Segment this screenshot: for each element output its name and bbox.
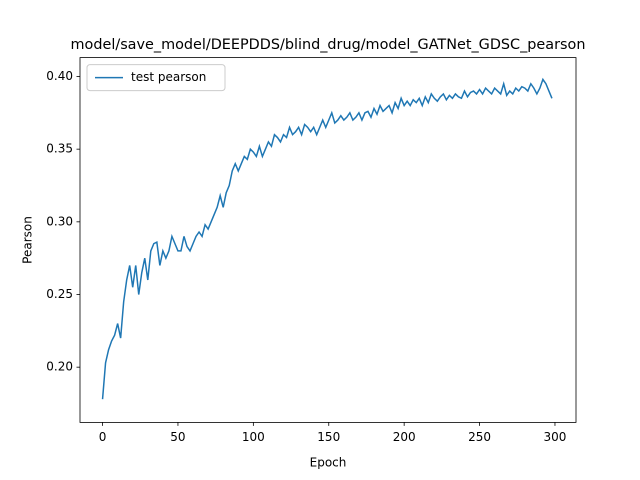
x-tick-label: 100	[242, 430, 265, 444]
y-tick-label: 0.20	[46, 360, 73, 374]
x-tick-label: 50	[170, 430, 185, 444]
y-tick-label: 0.35	[46, 142, 73, 156]
x-axis-label: Epoch	[310, 456, 347, 470]
y-tick-label: 0.40	[46, 69, 73, 83]
data-line	[101, 77, 553, 400]
y-tick-label: 0.25	[46, 287, 73, 301]
y-axis-label: Pearson	[21, 216, 35, 264]
plot-frame	[79, 57, 577, 423]
x-tick-label: 300	[544, 430, 567, 444]
x-tick-label: 200	[393, 430, 416, 444]
legend-label: test pearson	[131, 70, 206, 84]
x-tick-label: 150	[317, 430, 340, 444]
legend-box	[86, 64, 226, 92]
chart-title: model/save_model/DEEPDDS/blind_drug/mode…	[71, 37, 586, 53]
x-tick-label: 250	[468, 430, 491, 444]
x-tick-label: 0	[99, 430, 107, 444]
y-tick-label: 0.30	[46, 214, 73, 228]
